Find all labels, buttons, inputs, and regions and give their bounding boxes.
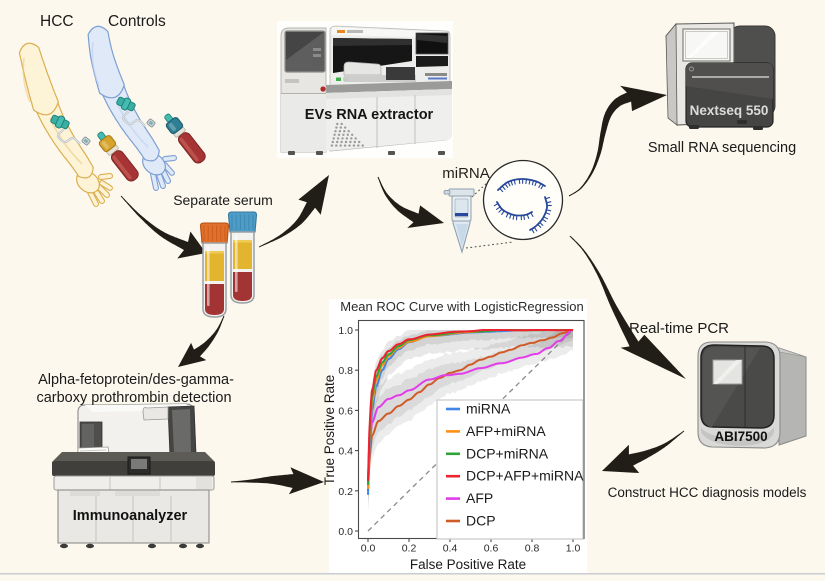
svg-text:0.2: 0.2 bbox=[402, 543, 417, 555]
svg-text:DCP: DCP bbox=[466, 513, 496, 529]
svg-text:HCC: HCC bbox=[40, 13, 74, 30]
svg-text:0.2: 0.2 bbox=[338, 486, 353, 498]
svg-text:0.0: 0.0 bbox=[338, 526, 353, 538]
svg-text:0.8: 0.8 bbox=[525, 543, 540, 555]
svg-text:1.0: 1.0 bbox=[338, 325, 353, 337]
svg-text:miRNA: miRNA bbox=[442, 165, 490, 182]
svg-text:Mean ROC Curve with LogisticRe: Mean ROC Curve with LogisticRegression bbox=[340, 299, 583, 314]
svg-text:0.4: 0.4 bbox=[443, 543, 458, 555]
svg-text:carboxy prothrombin detection: carboxy prothrombin detection bbox=[36, 390, 231, 406]
svg-text:0.6: 0.6 bbox=[338, 405, 353, 417]
svg-text:Real-time PCR: Real-time PCR bbox=[629, 320, 729, 337]
svg-text:False Positive Rate: False Positive Rate bbox=[410, 557, 526, 572]
svg-text:miRNA: miRNA bbox=[466, 401, 511, 417]
svg-text:1.0: 1.0 bbox=[566, 543, 581, 555]
svg-text:Separate serum: Separate serum bbox=[173, 192, 273, 208]
svg-text:Construct HCC diagnosis models: Construct HCC diagnosis models bbox=[608, 485, 807, 500]
svg-text:DCP+AFP+miRNA: DCP+AFP+miRNA bbox=[466, 468, 584, 484]
svg-text:0.8: 0.8 bbox=[338, 365, 353, 377]
svg-text:Small RNA sequencing: Small RNA sequencing bbox=[648, 140, 796, 156]
svg-text:0.6: 0.6 bbox=[484, 543, 499, 555]
svg-text:Alpha-fetoprotein/des-gamma-: Alpha-fetoprotein/des-gamma- bbox=[38, 372, 234, 388]
svg-text:Controls: Controls bbox=[108, 13, 166, 30]
svg-text:AFP+miRNA: AFP+miRNA bbox=[466, 423, 546, 439]
svg-text:Immunoanalyzer: Immunoanalyzer bbox=[73, 508, 188, 524]
svg-text:AFP: AFP bbox=[466, 490, 493, 506]
svg-text:DCP+miRNA: DCP+miRNA bbox=[466, 445, 549, 461]
svg-text:True Positive Rate: True Positive Rate bbox=[322, 375, 337, 486]
svg-text:0.4: 0.4 bbox=[338, 446, 353, 458]
svg-text:Nextseq 550: Nextseq 550 bbox=[690, 103, 769, 118]
svg-text:EVs RNA extractor: EVs RNA extractor bbox=[305, 107, 434, 123]
svg-text:0.0: 0.0 bbox=[361, 543, 376, 555]
svg-text:ABI7500: ABI7500 bbox=[714, 429, 767, 444]
